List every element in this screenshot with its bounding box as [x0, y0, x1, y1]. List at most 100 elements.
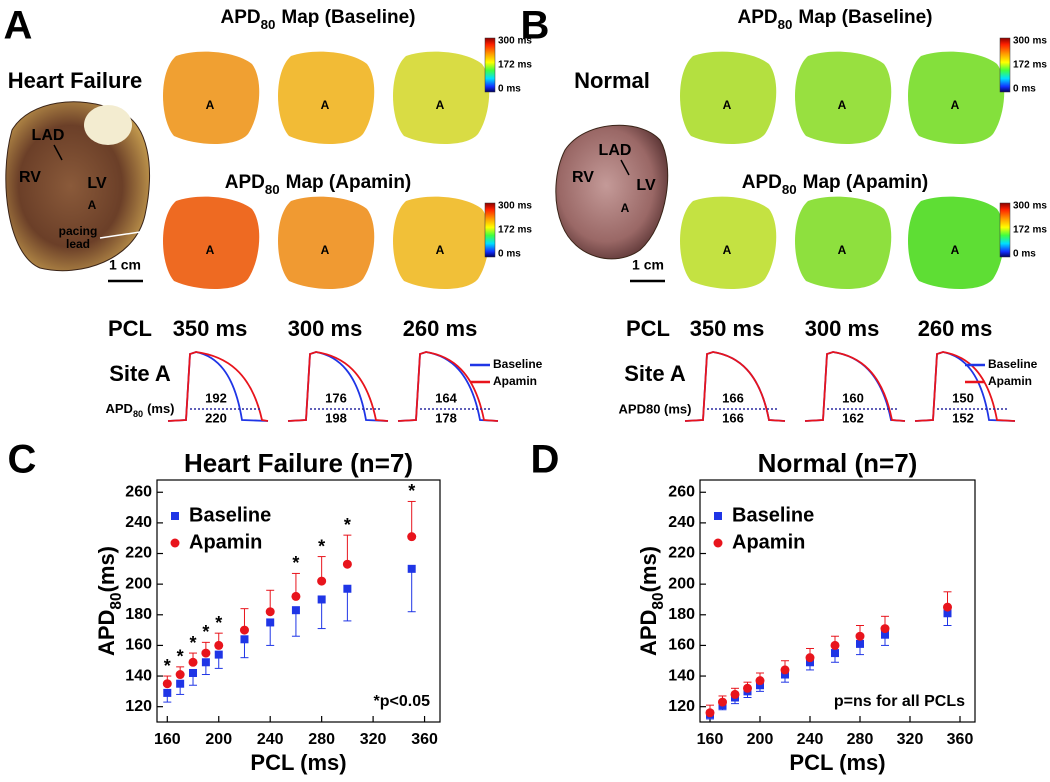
y-tick-label: 180 [125, 606, 152, 623]
colorbar-label: 300 ms [1013, 201, 1047, 212]
text-part: Map (Baseline) [281, 7, 415, 28]
apamin-apd: 198 [325, 410, 347, 425]
marker [291, 606, 300, 615]
y-tick-label: 240 [668, 514, 695, 531]
text-part: APD [220, 7, 260, 28]
site-marker: A [838, 243, 847, 257]
heart-label: LAD [599, 142, 632, 159]
significance-mark: * [202, 622, 209, 642]
colorbar [999, 202, 1011, 258]
pcl-label: PCL [108, 316, 152, 341]
x-tick-label: 320 [360, 731, 387, 748]
group-label: Normal [574, 68, 650, 93]
text-part: APD [105, 401, 132, 416]
y-tick-label: 260 [668, 483, 695, 500]
text-part: Map (Apamin) [286, 172, 412, 193]
panel-letter: C [8, 438, 37, 482]
legend-label: Baseline [732, 504, 814, 526]
colorbar-label: 0 ms [498, 249, 521, 260]
subscript: 80 [133, 409, 143, 419]
baseline-apd: 160 [842, 390, 864, 405]
y-tick-label: 140 [125, 667, 152, 684]
heart-label: LAD [32, 127, 65, 144]
pcl-value: 260 ms [918, 316, 993, 341]
site-marker: A [723, 243, 732, 257]
y-tick-label: 220 [668, 545, 695, 562]
text-part: APD [737, 7, 777, 28]
baseline-apd: 166 [722, 390, 744, 405]
y-tick-label: 260 [125, 483, 152, 500]
marker [780, 665, 790, 675]
arrow [620, 159, 630, 176]
marker [743, 683, 752, 693]
y-tick-label: 200 [668, 575, 695, 592]
legend-label: Baseline [189, 504, 271, 526]
scale-label: 1 cm [109, 257, 141, 273]
x-tick-label: 160 [697, 731, 724, 748]
site-marker: A [206, 243, 215, 257]
colorbar-label: 172 ms [1013, 60, 1047, 71]
legend-label: Apamin [732, 531, 805, 553]
y-tick-label: 120 [668, 698, 695, 715]
x-tick-label: 200 [205, 731, 232, 748]
marker [943, 602, 952, 612]
apamin-apd: 152 [952, 410, 974, 425]
baseline-apd: 192 [205, 390, 227, 405]
x-tick-label: 360 [947, 731, 974, 748]
plot-frame [156, 479, 441, 723]
subscript: 80 [782, 182, 797, 197]
apamin-apd: 178 [435, 410, 457, 425]
site-marker: A [436, 98, 445, 112]
significance-mark: * [292, 553, 299, 573]
baseline-apd: 164 [435, 390, 457, 405]
y-tick-label: 140 [668, 667, 695, 684]
marker [881, 630, 889, 639]
site-marker: A [321, 243, 330, 257]
heart-label: A [621, 201, 630, 215]
legend-label: Baseline [493, 357, 543, 371]
y-tick-label: 160 [668, 637, 695, 654]
marker [756, 681, 764, 690]
pcl-value: 300 ms [288, 316, 363, 341]
marker [239, 625, 249, 635]
marker [317, 576, 327, 586]
marker [266, 618, 275, 627]
baseline-apd: 150 [952, 390, 974, 405]
marker [730, 689, 740, 699]
colorbar-label: 300 ms [1013, 36, 1047, 47]
plot-frame [699, 479, 976, 723]
legend-label: Baseline [988, 357, 1038, 371]
marker [201, 658, 210, 667]
text-part: (ms) [636, 546, 661, 592]
y-tick-label: 180 [668, 606, 695, 623]
pcl-value: 350 ms [173, 316, 248, 341]
significance-mark: * [190, 633, 197, 653]
marker [162, 679, 172, 689]
y-axis-label: APD80(ms) [636, 546, 667, 656]
marker [176, 679, 185, 688]
panel-letter: D [531, 438, 560, 482]
subscript: 80 [261, 17, 276, 32]
pcl-value: 350 ms [690, 316, 765, 341]
legend-label: Apamin [988, 374, 1032, 388]
subscript: 80 [265, 182, 280, 197]
marker [342, 559, 352, 569]
chart-title: Heart Failure (n=7) [184, 448, 413, 478]
marker [705, 708, 715, 718]
colorbar-label: 300 ms [498, 201, 532, 212]
marker [201, 648, 211, 658]
significance-mark: * [318, 536, 325, 556]
arrow [99, 231, 141, 239]
colorbar-label: 172 ms [498, 60, 532, 71]
x-tick-label: 160 [154, 731, 181, 748]
x-tick-label: 280 [847, 731, 874, 748]
heart-label: pacing [59, 224, 98, 238]
site-marker: A [436, 243, 445, 257]
x-tick-label: 320 [897, 731, 924, 748]
marker [781, 670, 789, 679]
arrow [53, 144, 63, 161]
marker [943, 609, 952, 618]
text-part: (ms) [94, 546, 119, 592]
marker [830, 640, 840, 650]
